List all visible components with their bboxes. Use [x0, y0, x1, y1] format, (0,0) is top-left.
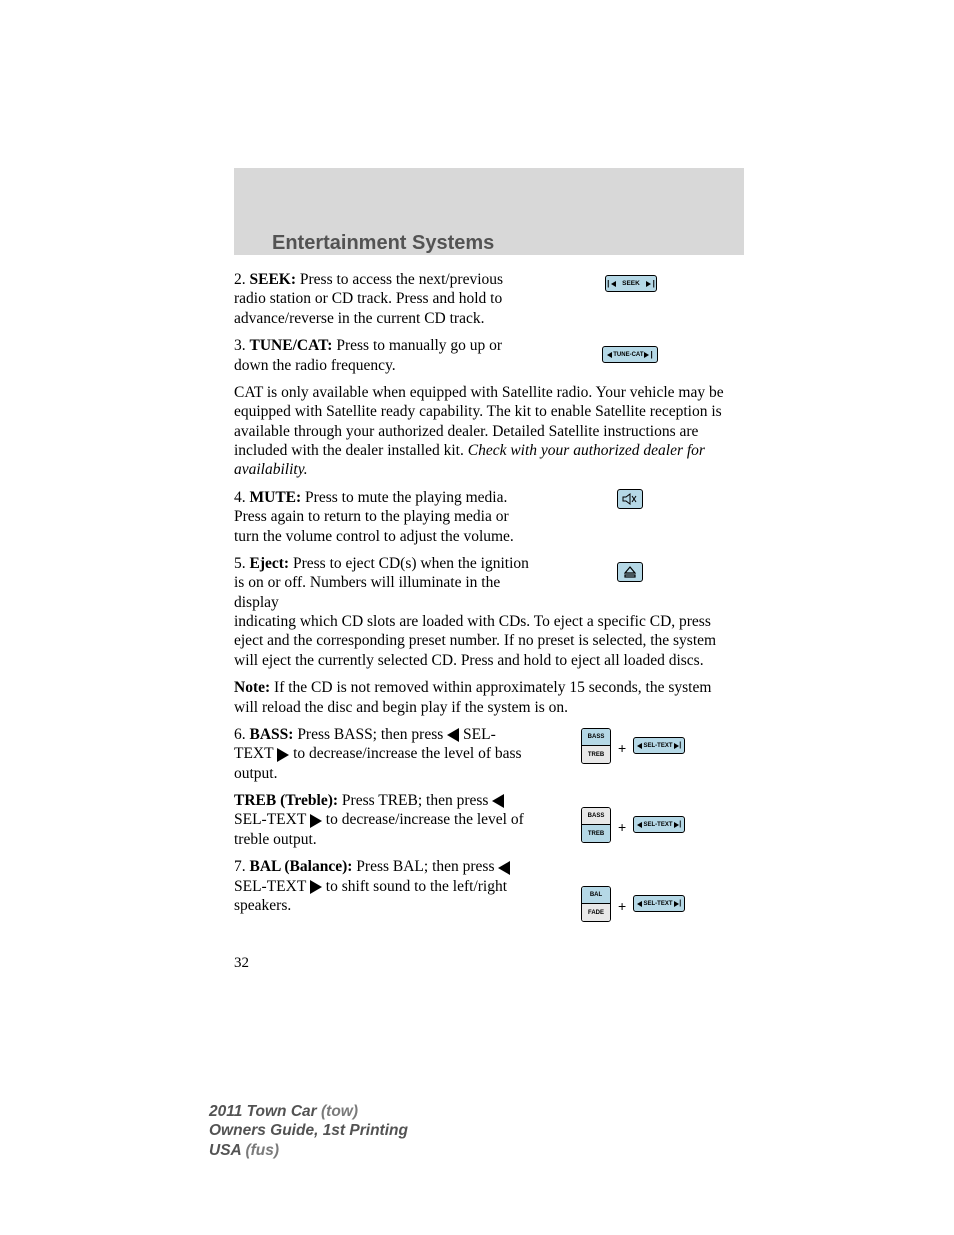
seek-label: SEEK	[622, 280, 640, 287]
tunecat-button-icon: TUNE-CAT|	[602, 346, 658, 363]
footer-code: (tow)	[317, 1103, 358, 1120]
item-label: Eject:	[250, 555, 290, 572]
plus-icon: +	[618, 740, 626, 756]
bass-treb-button-1: BASS TREB	[581, 728, 611, 764]
note-label: Note:	[234, 679, 270, 696]
mid: SEL-TEXT	[234, 878, 310, 895]
triangle-right-icon	[277, 748, 289, 762]
seltext-button-3: SEL-TEXT |	[633, 895, 685, 912]
treb-half: TREB	[582, 825, 610, 842]
item-num: 6.	[234, 726, 246, 743]
item-label: TUNE/CAT:	[250, 337, 333, 354]
plus-icon: +	[618, 819, 626, 835]
bal-fade-button: BAL FADE	[581, 886, 611, 922]
footer-model: 2011 Town Car	[209, 1103, 317, 1120]
seltext-label: SEL-TEXT	[644, 822, 673, 828]
item-num: 7.	[234, 858, 246, 875]
item-seek: 2. SEEK: Press to access the next/previo…	[234, 270, 534, 328]
footer-region: USA	[209, 1142, 241, 1159]
item-treb: TREB (Treble): Press TREB; then press SE…	[234, 791, 534, 849]
item-text-cont: indicating which CD slots are loaded wit…	[234, 612, 734, 670]
item-label: TREB (Treble):	[234, 792, 338, 809]
bass-half: BASS	[582, 808, 610, 825]
item-eject: 5. Eject: Press to eject CD(s) when the …	[234, 554, 744, 670]
item-cat: CAT is only available when equipped with…	[234, 383, 734, 480]
footer-guide: Owners Guide, 1st Printing	[209, 1121, 408, 1140]
item-num: 3.	[234, 337, 246, 354]
bass-treb-button-2: BASS TREB	[581, 807, 611, 843]
item-num: 5.	[234, 555, 246, 572]
pre: Press TREB; then press	[338, 792, 492, 809]
seltext-label: SEL-TEXT	[644, 743, 673, 749]
plus-icon: +	[618, 898, 626, 914]
mid: SEL-TEXT	[234, 811, 310, 828]
page-number: 32	[234, 955, 249, 972]
seltext-button-2: SEL-TEXT |	[633, 816, 685, 833]
item-num: 2.	[234, 271, 246, 288]
item-bal: 7. BAL (Balance): Press BAL; then press …	[234, 857, 534, 915]
page-title: Entertainment Systems	[272, 232, 494, 255]
triangle-right-icon	[310, 814, 322, 828]
item-label: BASS:	[250, 726, 294, 743]
note-text: If the CD is not removed within approxim…	[234, 679, 711, 715]
footer-code2: (fus)	[241, 1142, 279, 1159]
item-mute: 4. MUTE: Press to mute the playing media…	[234, 488, 534, 546]
item-label: BAL (Balance):	[250, 858, 353, 875]
triangle-left-icon	[492, 794, 504, 808]
treb-half: TREB	[582, 746, 610, 763]
item-label: SEEK:	[250, 271, 297, 288]
item-tune: 3. TUNE/CAT: Press to manually go up or …	[234, 336, 534, 375]
tunecat-label: TUNE-CAT	[613, 352, 643, 358]
pre: Press BAL; then press	[352, 858, 498, 875]
seltext-label: SEL-TEXT	[644, 901, 673, 907]
triangle-left-icon	[447, 728, 459, 742]
seltext-button-1: SEL-TEXT |	[633, 737, 685, 754]
item-bass: 6. BASS: Press BASS; then press SEL-TEXT…	[234, 725, 534, 783]
pre: Press BASS; then press	[293, 726, 447, 743]
footer: 2011 Town Car (tow) Owners Guide, 1st Pr…	[209, 1102, 408, 1160]
item-label: MUTE:	[250, 489, 302, 506]
fade-half: FADE	[582, 904, 610, 921]
triangle-right-icon	[310, 880, 322, 894]
bass-half: BASS	[582, 729, 610, 746]
seek-button-icon: | SEEK |	[605, 275, 657, 292]
mute-button-icon	[617, 489, 643, 509]
triangle-left-icon	[498, 861, 510, 875]
item-note: Note: If the CD is not removed within ap…	[234, 678, 734, 717]
bal-half: BAL	[582, 887, 610, 904]
eject-button-icon	[617, 562, 643, 582]
item-num: 4.	[234, 489, 246, 506]
